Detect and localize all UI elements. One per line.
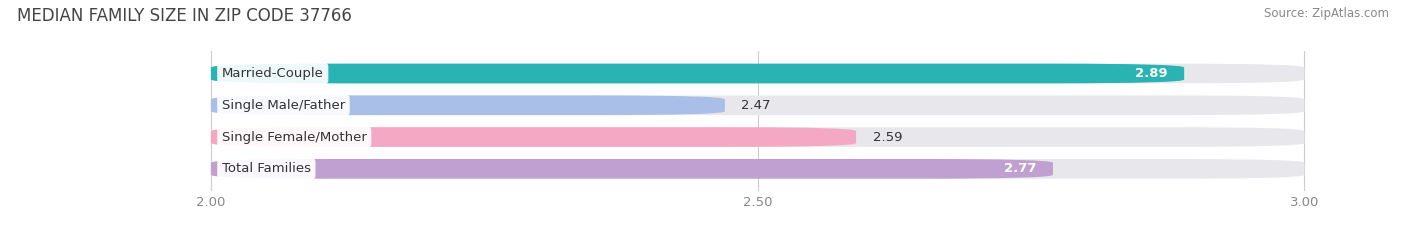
FancyBboxPatch shape: [211, 127, 856, 147]
FancyBboxPatch shape: [211, 127, 1305, 147]
Text: 2.59: 2.59: [873, 130, 903, 144]
FancyBboxPatch shape: [211, 64, 1184, 83]
Text: 2.89: 2.89: [1135, 67, 1168, 80]
Text: Single Male/Father: Single Male/Father: [222, 99, 344, 112]
Text: Total Families: Total Families: [222, 162, 311, 175]
Text: Source: ZipAtlas.com: Source: ZipAtlas.com: [1264, 7, 1389, 20]
Text: 2.77: 2.77: [1004, 162, 1036, 175]
Text: Single Female/Mother: Single Female/Mother: [222, 130, 367, 144]
FancyBboxPatch shape: [211, 96, 725, 115]
FancyBboxPatch shape: [211, 159, 1305, 179]
Text: 2.47: 2.47: [741, 99, 770, 112]
Text: MEDIAN FAMILY SIZE IN ZIP CODE 37766: MEDIAN FAMILY SIZE IN ZIP CODE 37766: [17, 7, 352, 25]
FancyBboxPatch shape: [211, 96, 1305, 115]
FancyBboxPatch shape: [211, 64, 1305, 83]
FancyBboxPatch shape: [211, 159, 1053, 179]
Text: Married-Couple: Married-Couple: [222, 67, 323, 80]
